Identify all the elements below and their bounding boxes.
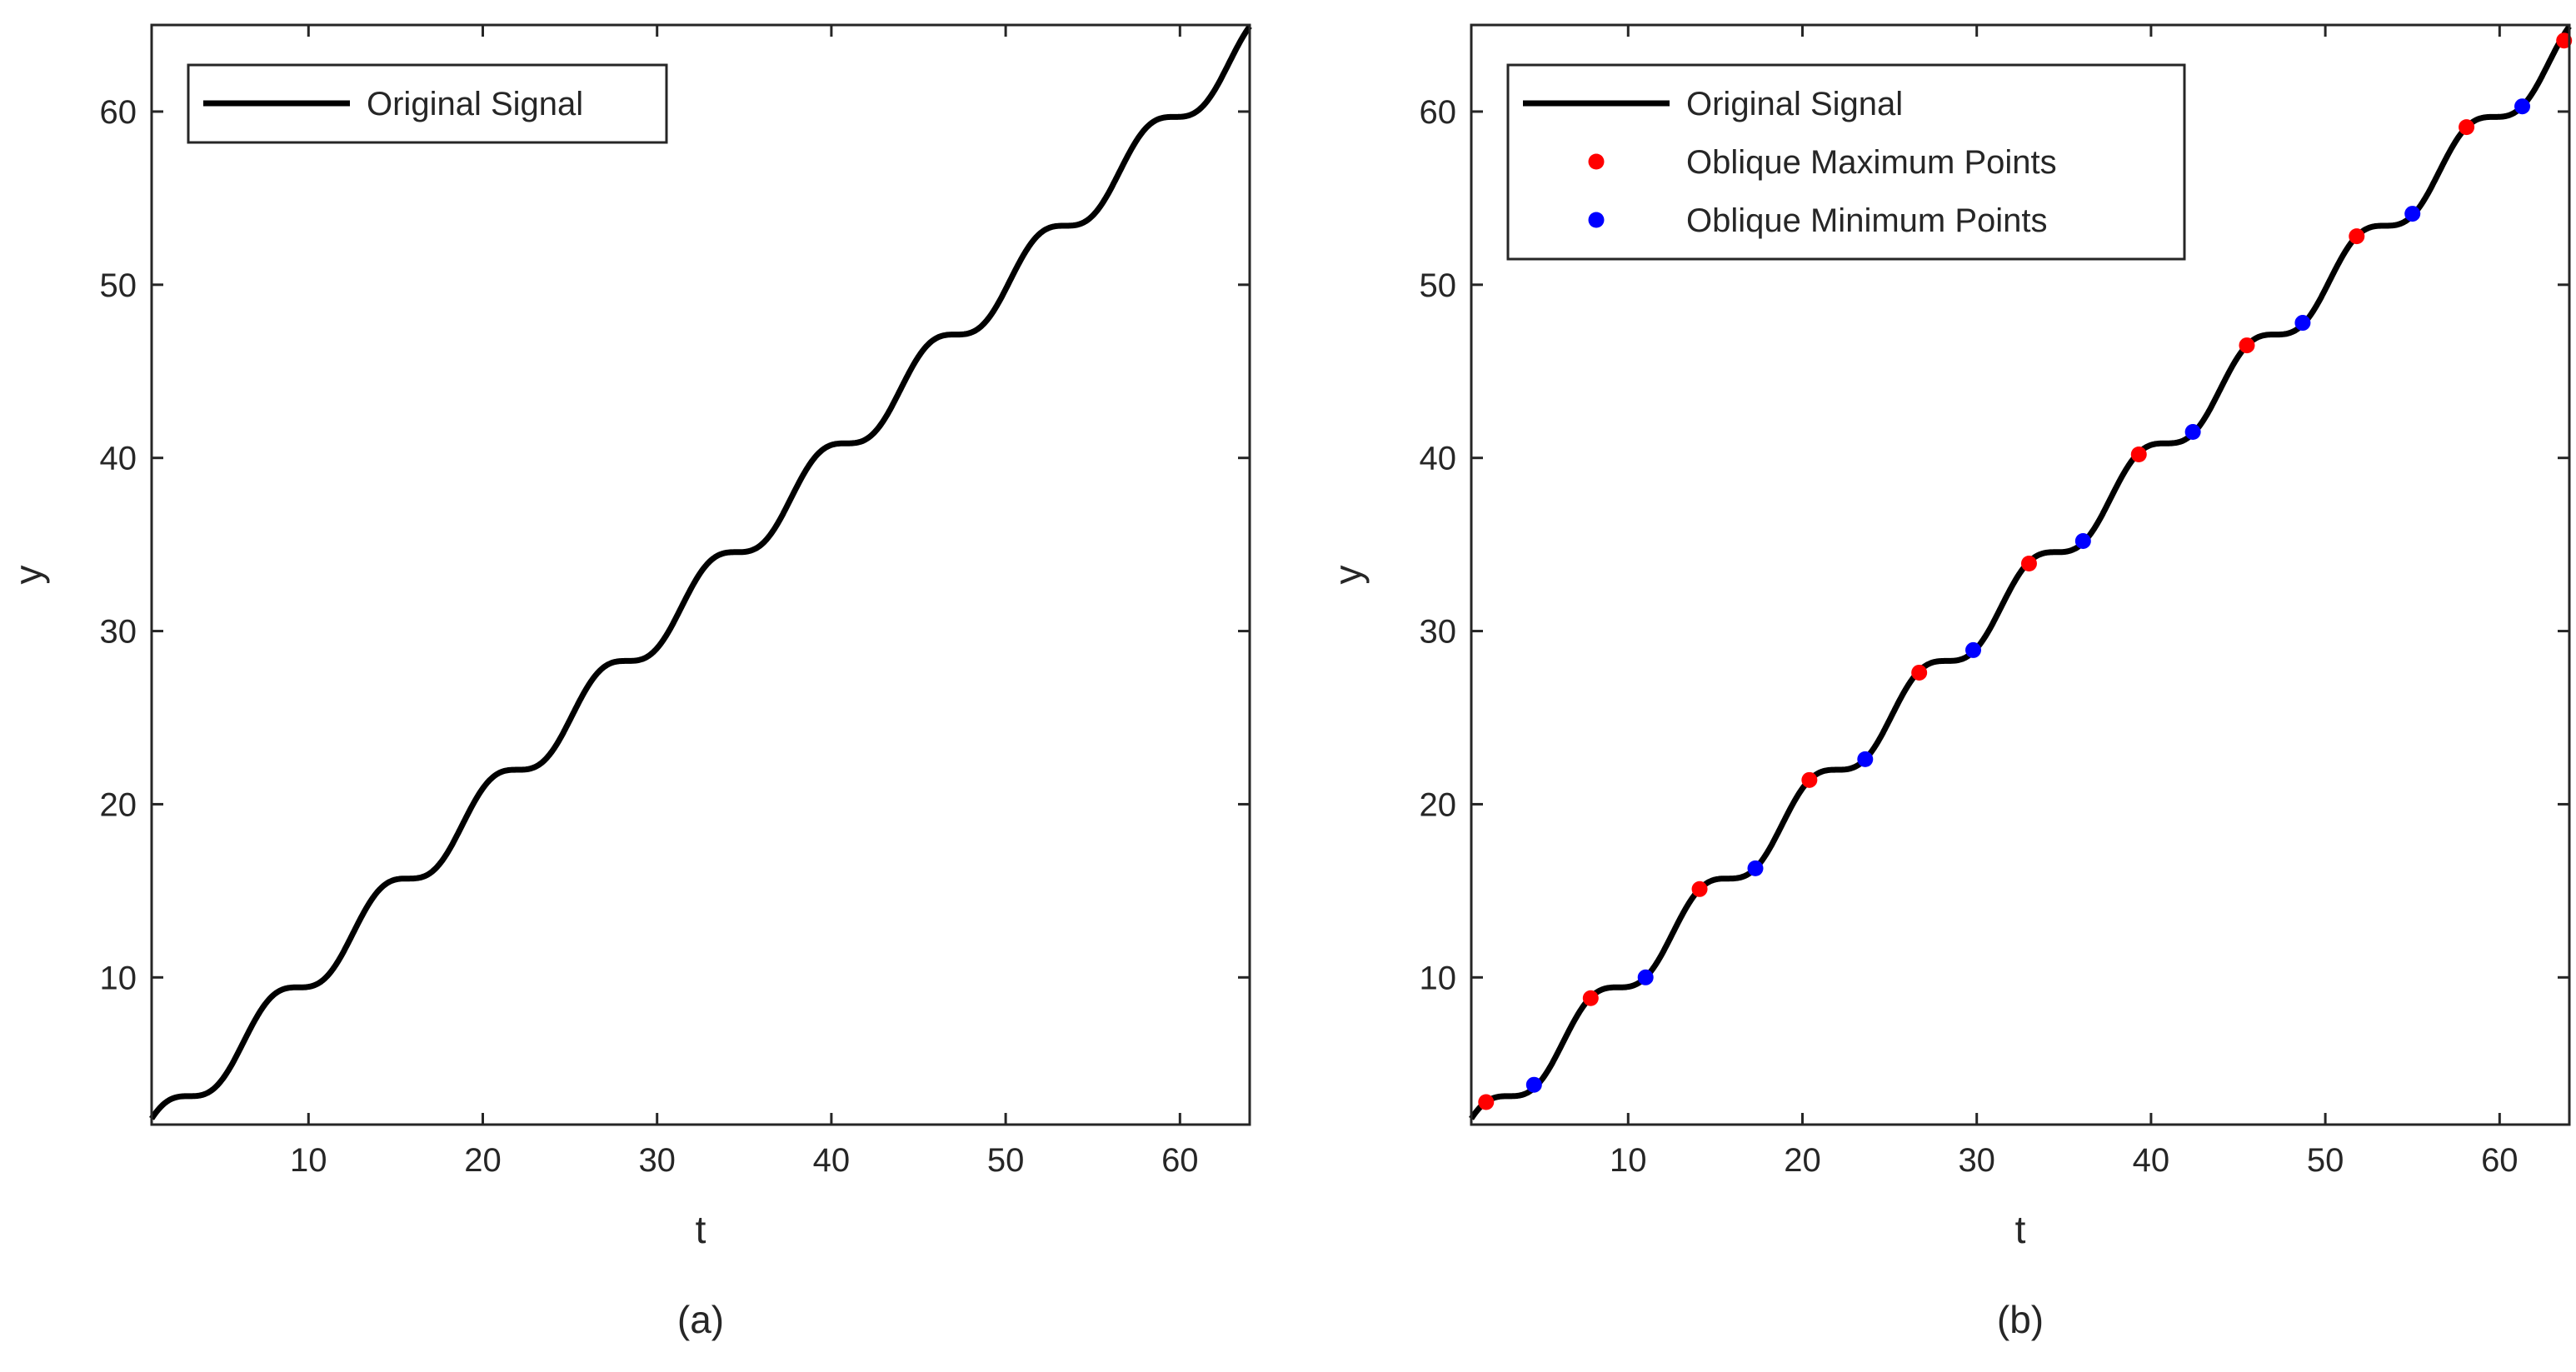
y-axis-label: y (7, 566, 50, 585)
data-point (1801, 771, 1818, 788)
legend-label: Original Signal (367, 86, 583, 122)
legend: Original Signal (187, 63, 668, 144)
x-tick-label: 50 (987, 1142, 1025, 1179)
y-tick-label: 50 (100, 267, 137, 304)
series-line (1469, 24, 2572, 1120)
data-point (1911, 664, 1928, 681)
legend-swatch-marker (1588, 153, 1605, 170)
data-point (2349, 228, 2365, 245)
data-point (2239, 337, 2255, 354)
x-tick-label: 30 (1958, 1142, 1995, 1179)
y-tick-label: 10 (1420, 960, 1457, 996)
y-tick-label: 50 (1420, 267, 1457, 304)
data-point (1478, 1094, 1495, 1110)
y-tick-label: 30 (1420, 614, 1457, 651)
legend-entry: Oblique Maximum Points (1588, 144, 2057, 181)
data-point (1965, 641, 1982, 658)
data-point (1857, 751, 1874, 767)
legend-label: Original Signal (1686, 86, 1903, 122)
x-tick-label: 10 (290, 1142, 327, 1179)
legend-entry: Original Signal (1523, 86, 1903, 122)
panel-label: (b) (1997, 1298, 2044, 1341)
x-tick-label: 30 (638, 1142, 676, 1179)
legend-label: Oblique Minimum Points (1686, 202, 2048, 239)
x-tick-label: 40 (2133, 1142, 2170, 1179)
legend-entry: Original Signal (203, 86, 583, 122)
x-tick-label: 50 (2307, 1142, 2344, 1179)
y-axis-label: y (1326, 566, 1370, 585)
x-tick-label: 60 (1161, 1142, 1199, 1179)
data-point (2514, 98, 2531, 115)
y-tick-label: 30 (100, 614, 137, 651)
data-point (2459, 119, 2475, 136)
data-point (1747, 860, 1764, 876)
axes-box (1470, 23, 2571, 1126)
y-tick-label: 20 (1420, 786, 1457, 823)
x-axis-label: t (2015, 1208, 2026, 1251)
data-point (2074, 532, 2091, 549)
tick-group: 10 20 30 40 50 60 10 20 30 40 50 60 (1420, 25, 2569, 1179)
x-tick-label: 40 (813, 1142, 851, 1179)
legend-box (1506, 63, 2186, 261)
x-tick-label: 20 (464, 1142, 502, 1179)
y-tick-label: 40 (1420, 441, 1457, 477)
chart-panel-a: 10 20 30 40 50 60 10 20 30 40 50 60 t y (a) Origina… (7, 23, 1252, 1341)
y-tick-label: 40 (100, 441, 137, 477)
axes-box (150, 23, 1251, 1126)
y-tick-label: 10 (100, 960, 137, 996)
legend-label: Oblique Maximum Points (1686, 144, 2057, 181)
data-point (2184, 424, 2201, 441)
y-tick-label: 60 (100, 94, 137, 131)
data-point (1637, 969, 1654, 985)
data-point (2404, 206, 2421, 222)
x-tick-label: 60 (2481, 1142, 2519, 1179)
series-line (149, 24, 1252, 1120)
x-tick-label: 10 (1610, 1142, 1647, 1179)
data-point (1582, 990, 1599, 1006)
data-point (2556, 32, 2573, 49)
y-tick-label: 20 (100, 786, 137, 823)
legend-entry: Oblique Minimum Points (1588, 202, 2048, 239)
plot-area (149, 24, 1252, 1120)
data-point (2294, 315, 2311, 332)
legend-swatch-marker (1588, 212, 1605, 228)
tick-group: 10 20 30 40 50 60 10 20 30 40 50 60 (100, 25, 1250, 1179)
chart-panel-b: 10 20 30 40 50 60 10 20 30 40 50 60 t y (b) Origina… (1326, 23, 2573, 1341)
panel-label: (a) (677, 1298, 724, 1341)
data-point (1525, 1076, 1542, 1093)
x-tick-label: 20 (1784, 1142, 1821, 1179)
x-axis-label: t (696, 1208, 706, 1251)
legend: Original Signal Oblique Maximum Points O… (1506, 63, 2186, 261)
y-tick-label: 60 (1420, 94, 1457, 131)
data-point (2020, 555, 2037, 571)
data-point (2130, 447, 2147, 463)
plot-area (1469, 24, 2573, 1120)
data-point (1691, 881, 1708, 897)
